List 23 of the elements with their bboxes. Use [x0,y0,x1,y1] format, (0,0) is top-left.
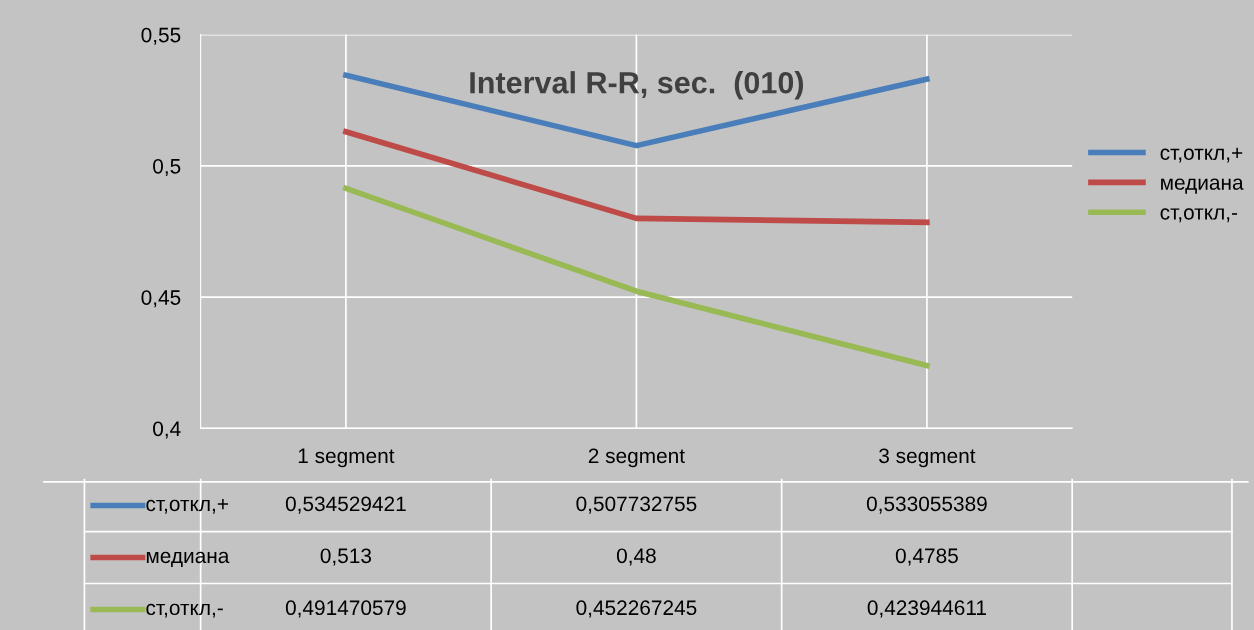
text: медиана [146,551,230,568]
legend-label: ст,откл,- [1160,208,1238,223]
text: Interval R-R, sec. (010) [470,71,804,100]
y-tick-label: 0,55 [141,27,181,45]
data-label: 0,48 [616,548,656,566]
data-label: 0,507732755 [576,496,697,514]
data-label: 0,423944611 [867,600,986,618]
legend-label: ст,откл,+ [1160,147,1243,163]
text: ст,откл,- [146,603,223,618]
data-label: 0,452267245 [576,600,697,618]
x-tick-label: 2 segment [588,448,685,468]
legend-label: медиана [1161,178,1244,194]
data-label: 0,534529421 [285,496,406,514]
text: ст,откл,+ [146,498,228,514]
y-tick-label: 0,45 [141,290,181,308]
y-tick-label: 0,5 [153,158,181,177]
data-label: 0,491470579 [285,600,406,618]
x-tick-label: 1 segment [298,448,395,468]
x-tick-label: 3 segment [879,448,976,468]
data-label: 0,513 [320,548,372,566]
data-label: 0,4785 [895,548,958,566]
y-tick-label: 0,4 [153,421,181,439]
data-label: 0,533055389 [866,496,987,514]
